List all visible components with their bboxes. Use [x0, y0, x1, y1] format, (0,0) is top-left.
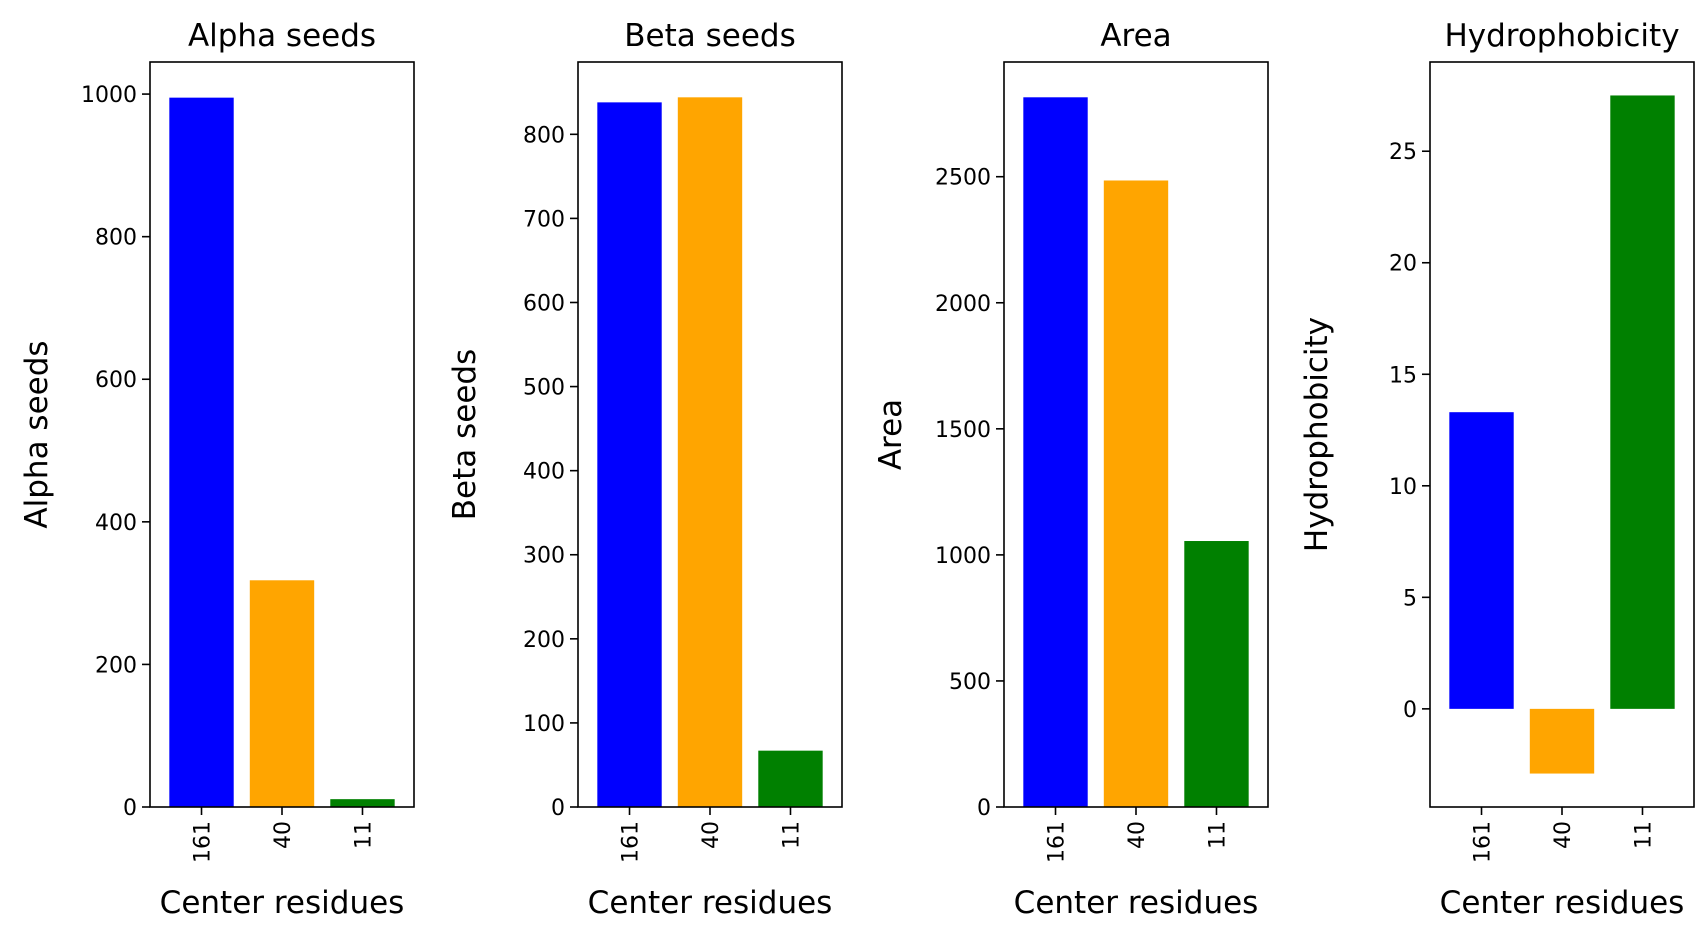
- x-tick-label: 161: [619, 821, 644, 863]
- y-tick-label: 2500: [935, 166, 991, 191]
- x-tick-label: 40: [699, 821, 724, 849]
- chart-title: Alpha seeds: [188, 18, 376, 54]
- y-tick-label: 0: [551, 796, 565, 821]
- bar-11: [758, 750, 823, 807]
- chart-title: Beta seeds: [624, 18, 795, 54]
- bar-40: [1103, 180, 1169, 808]
- x-axis-label: Center residues: [1014, 885, 1259, 921]
- chart-panel-0: 161 40 11 0 200 400 600 800 1000 Alpha seeds Cente…: [19, 18, 415, 921]
- y-tick-label: 0: [977, 796, 991, 821]
- y-tick-label: 1500: [935, 418, 991, 443]
- x-tick-label: 40: [1551, 821, 1576, 849]
- chart-title: Area: [1100, 18, 1171, 54]
- y-tick-label: 2000: [935, 292, 991, 317]
- bar-40: [1529, 708, 1595, 774]
- y-tick-label: 20: [1389, 252, 1417, 277]
- y-tick-label: 300: [523, 544, 565, 569]
- y-axis-label: Hydrophobicity: [1299, 317, 1335, 552]
- y-tick-label: 400: [95, 511, 137, 536]
- x-tick-label: 161: [191, 821, 216, 863]
- y-tick-label: 400: [523, 460, 565, 485]
- bar-161: [169, 97, 234, 807]
- chart-panel-2: 161 40 11 0 500 1000 1500 2000 2500 Area Center re…: [873, 18, 1269, 921]
- y-tick-label: 0: [123, 796, 137, 821]
- bar-161: [1449, 412, 1514, 709]
- x-tick-label: 11: [779, 821, 804, 849]
- x-tick-label: 161: [1045, 821, 1070, 863]
- y-tick-label: 800: [523, 123, 565, 148]
- y-tick-label: 5: [1403, 586, 1417, 611]
- bar-40: [249, 580, 315, 807]
- bar-40: [677, 97, 743, 807]
- y-tick-label: 10: [1389, 475, 1417, 500]
- chart-panel-1: 161 40 11 0 100 200 300 400 500 600 700 800 Beta see…: [447, 18, 843, 921]
- y-tick-label: 500: [949, 670, 991, 695]
- y-tick-label: 800: [95, 226, 137, 251]
- x-axis-label: Center residues: [1440, 885, 1685, 921]
- x-tick-label: 161: [1471, 821, 1496, 863]
- y-tick-label: 600: [523, 291, 565, 316]
- bar-11: [330, 799, 395, 807]
- bar-161: [1023, 97, 1088, 808]
- x-tick-label: 40: [1125, 821, 1150, 849]
- y-tick-label: 500: [523, 376, 565, 401]
- plot-frame: [149, 61, 415, 808]
- plot-frame: [1003, 61, 1269, 808]
- x-tick-label: 11: [1631, 821, 1656, 849]
- x-tick-label: 11: [1205, 821, 1230, 849]
- y-tick-label: 200: [95, 653, 137, 678]
- x-tick-label: 11: [351, 821, 376, 849]
- y-tick-label: 0: [1403, 698, 1417, 723]
- chart-panel-3: 161 40 11 0 5 10 15 20 25 Hydrophobicity Center re…: [1299, 18, 1695, 921]
- y-tick-label: 15: [1389, 363, 1417, 388]
- x-axis-label: Center residues: [588, 885, 833, 921]
- y-tick-label: 600: [95, 368, 137, 393]
- bar-11: [1184, 541, 1249, 807]
- plot-frame: [1429, 61, 1695, 808]
- y-axis-label: Alpha seeds: [19, 340, 55, 528]
- x-tick-label: 40: [271, 821, 296, 849]
- y-axis-label: Beta seeds: [447, 349, 483, 520]
- y-tick-label: 25: [1389, 140, 1417, 165]
- y-tick-label: 100: [523, 712, 565, 737]
- y-tick-label: 200: [523, 628, 565, 653]
- bar-11: [1610, 95, 1675, 709]
- y-tick-label: 1000: [935, 544, 991, 569]
- chart-title: Hydrophobicity: [1444, 18, 1679, 54]
- bar-161: [597, 102, 662, 808]
- y-tick-label: 1000: [81, 83, 137, 108]
- y-tick-label: 700: [523, 207, 565, 232]
- plot-frame: [577, 61, 843, 808]
- x-axis-label: Center residues: [160, 885, 405, 921]
- y-axis-label: Area: [873, 399, 909, 470]
